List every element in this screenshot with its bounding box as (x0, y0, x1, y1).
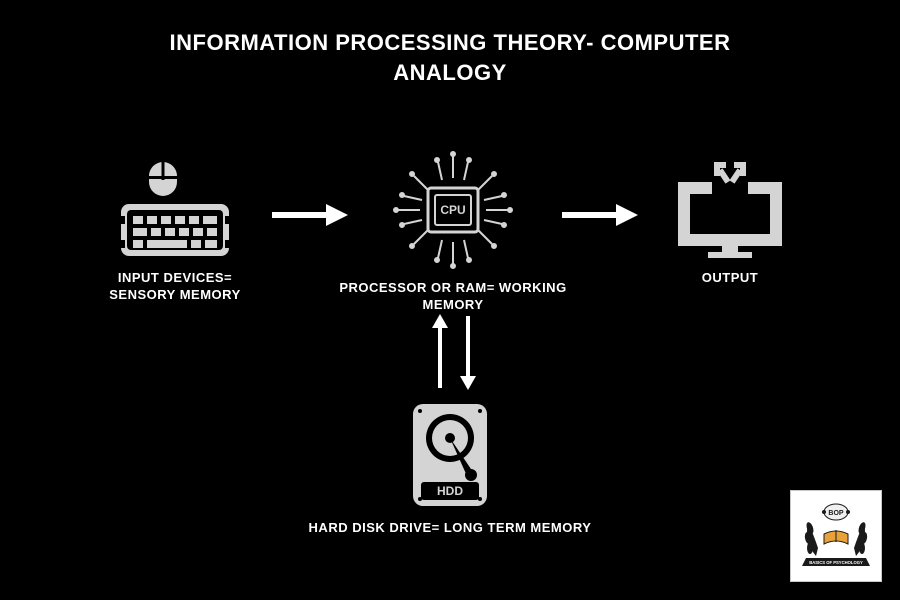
monitor-output-icon (670, 160, 790, 260)
input-label-line1: INPUT DEVICES= (118, 270, 232, 285)
node-output: OUTPUT (640, 160, 820, 287)
node-input-devices: INPUT DEVICES= SENSORY MEMORY (80, 160, 270, 304)
node-output-label: OUTPUT (640, 270, 820, 287)
node-hdd-label: HARD DISK DRIVE= LONG TERM MEMORY (300, 520, 600, 537)
node-cpu: CPU PROCESSOR OR RAM= WORKING MEMORY (318, 150, 588, 314)
arrow-cpu-to-output (560, 200, 640, 235)
logo-top-text: BOP (828, 510, 844, 517)
arrow-cpu-to-hdd (456, 312, 480, 397)
cpu-chip-text: CPU (440, 203, 465, 217)
title-line-2: ANALOGY (393, 60, 507, 85)
keyboard-mouse-icon (115, 160, 235, 260)
bop-logo: BOP BASICS OF PSYCHOLOGY (790, 490, 882, 582)
logo-bottom-text: BASICS OF PSYCHOLOGY (809, 560, 863, 565)
hard-disk-icon: HDD (405, 400, 495, 510)
cpu-icon: CPU (388, 150, 518, 270)
node-hdd: HDD HARD DISK DRIVE= LONG TERM MEMORY (300, 400, 600, 537)
hdd-text: HDD (437, 484, 463, 498)
node-input-label: INPUT DEVICES= SENSORY MEMORY (80, 270, 270, 304)
page-title: INFORMATION PROCESSING THEORY- COMPUTER … (0, 0, 900, 87)
arrow-hdd-to-cpu (428, 312, 452, 397)
input-label-line2: SENSORY MEMORY (109, 287, 240, 302)
node-cpu-label: PROCESSOR OR RAM= WORKING MEMORY (318, 280, 588, 314)
title-line-1: INFORMATION PROCESSING THEORY- COMPUTER (170, 30, 731, 55)
